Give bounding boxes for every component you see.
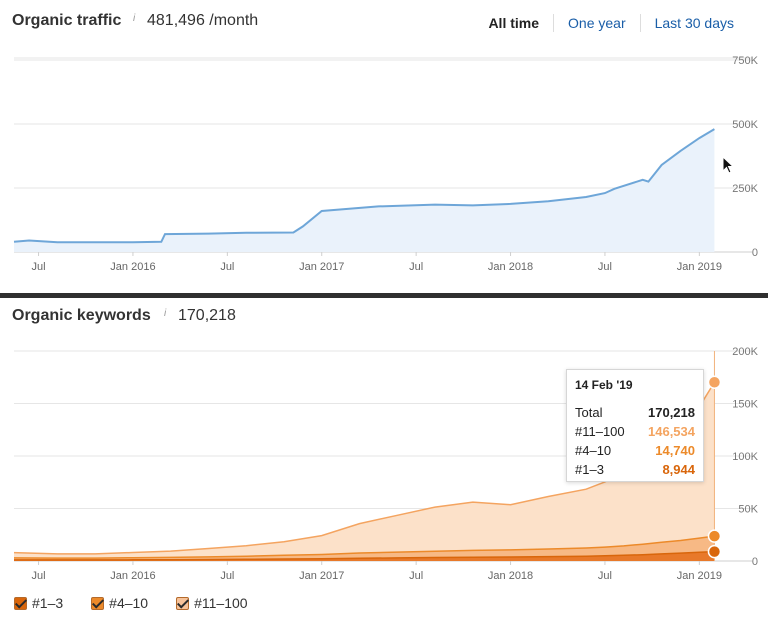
tooltip-label: #4–10 [575, 443, 612, 458]
y-tick-label: 150K [732, 399, 758, 411]
x-tick-label: Jan 2018 [488, 570, 533, 582]
series-line-#4–10 [13, 535, 715, 559]
hover-marker [707, 529, 722, 543]
series-line-#1–3 [14, 550, 715, 561]
hover-marker [707, 375, 722, 390]
y-tick-label: 200K [732, 346, 758, 358]
legend-item-11-100[interactable]: #11–100 [176, 595, 248, 611]
hover-marker [707, 544, 722, 559]
panel-divider [0, 293, 768, 298]
tooltip-row-11-100: #11–100 146,534 [575, 422, 695, 441]
legend-label: #1–3 [32, 595, 64, 611]
y-tick-label: 500K [732, 119, 758, 131]
keywords-y-axis: 200K 150K 100K 50K 0 [732, 346, 758, 568]
x-tick-label: Jul [409, 261, 423, 273]
organic-traffic-panel: 750K 500K 250K 0 Jul Jan 2016 Jul Jan 2017 Jul J… [0, 0, 768, 293]
x-tick-label: Jul [32, 261, 46, 273]
checkbox-icon[interactable] [14, 596, 27, 610]
x-tick-label: Jul [598, 261, 612, 273]
x-tick-label: Jan 2016 [110, 261, 155, 273]
keywords-x-axis: Jul Jan 2016 Jul Jan 2017 Jul Jan 2018 Jul Jan … [32, 561, 722, 582]
x-tick-label: Jan 2018 [488, 261, 533, 273]
keywords-title: Organic keywords [12, 307, 151, 324]
area-series-#4–10 [14, 536, 715, 560]
x-tick-label: Jan 2019 [677, 570, 722, 582]
checkbox-icon[interactable] [176, 596, 190, 610]
x-tick-label: Jan 2017 [299, 261, 344, 273]
x-tick-label: Jan 2016 [110, 570, 155, 582]
traffic-series-line [13, 128, 715, 244]
legend-item-4-10[interactable]: #4–10 [91, 595, 148, 611]
legend-label: #4–10 [109, 595, 149, 611]
x-tick-label: Jul [32, 570, 46, 582]
tooltip-row-1-3: #1–3 8,944 [575, 460, 695, 479]
y-tick-label: 0 [752, 247, 758, 259]
traffic-title: Organic traffic [12, 12, 122, 29]
hover-markers [707, 375, 722, 559]
x-tick-label: Jul [598, 570, 612, 582]
mouse-pointer-icon [722, 156, 735, 174]
tooltip-value: 146,534 [648, 424, 695, 439]
x-tick-label: Jul [220, 570, 234, 582]
keywords-info-icon[interactable]: i [164, 308, 167, 319]
y-tick-label: 750K [732, 55, 758, 67]
tab-one-year[interactable]: One year [553, 14, 640, 32]
traffic-area-fill [14, 129, 715, 252]
tooltip-value: 170,218 [648, 405, 695, 420]
legend-label: #11–100 [194, 595, 248, 611]
y-tick-label: 250K [732, 183, 758, 195]
tooltip-date: 14 Feb '19 [575, 378, 633, 392]
tooltip-label: #11–100 [575, 424, 625, 439]
checkbox-icon[interactable] [91, 596, 105, 610]
organic-keywords-panel: 200K 150K 100K 50K 0 Jul Jan 2016 Jul Jan 2017 J… [0, 299, 768, 622]
y-tick-label: 50K [738, 504, 758, 516]
traffic-y-axis: 750K 500K 250K 0 [732, 55, 758, 259]
chart-tooltip: 14 Feb '19 Total 170,218 #11–100 146,534… [566, 369, 704, 482]
tooltip-value: 8,944 [662, 462, 695, 477]
legend-item-1-3[interactable]: #1–3 [14, 595, 63, 611]
tooltip-row-4-10: #4–10 14,740 [575, 441, 695, 460]
tab-last-30-days[interactable]: Last 30 days [639, 14, 748, 32]
traffic-x-axis: Jul Jan 2016 Jul Jan 2017 Jul Jan 2018 Jul Jan … [32, 252, 722, 273]
traffic-info-icon[interactable]: i [133, 13, 136, 24]
y-tick-label: 100K [732, 451, 758, 463]
area-series-#11–100 [14, 382, 715, 559]
x-tick-label: Jan 2019 [677, 261, 722, 273]
tab-all-time[interactable]: All time [488, 15, 540, 31]
tooltip-label: Total [575, 405, 603, 420]
tooltip-value: 14,740 [655, 443, 695, 458]
tooltip-label: #1–3 [575, 462, 604, 477]
time-range-tabs: All time One year Last 30 days [474, 14, 748, 32]
x-tick-label: Jul [409, 570, 423, 582]
keywords-legend: #1–3 #4–10 #11–100 [14, 595, 276, 611]
x-tick-label: Jan 2017 [299, 570, 344, 582]
y-tick-label: 0 [752, 556, 758, 568]
tooltip-row-total: Total 170,218 [575, 403, 695, 422]
keywords-value: 170,218 [178, 307, 236, 324]
area-series-#1–3 [14, 551, 715, 561]
traffic-value: 481,496 /month [147, 12, 259, 29]
x-tick-label: Jul [220, 261, 234, 273]
